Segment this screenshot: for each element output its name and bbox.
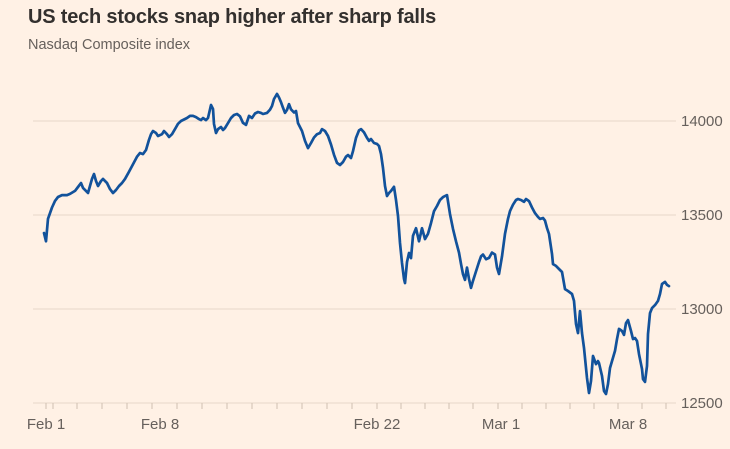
y-axis-tick-label: 14000 xyxy=(681,112,723,130)
y-axis-tick-label: 13500 xyxy=(681,206,723,224)
y-axis-tick-label: 12500 xyxy=(681,394,723,412)
x-axis-tick-label: Feb 8 xyxy=(140,416,180,433)
chart-title: US tech stocks snap higher after sharp f… xyxy=(28,6,436,28)
x-axis-tick-label: Feb 22 xyxy=(353,416,401,433)
nasdaq-series-line xyxy=(42,92,671,396)
y-axis-tick-label: 13000 xyxy=(681,300,723,318)
x-axis-tick-label: Feb 1 xyxy=(26,416,66,433)
chart-subtitle: Nasdaq Composite index xyxy=(28,37,191,53)
x-axis-tick-label: Mar 1 xyxy=(481,416,521,433)
x-axis-tick-label: Mar 8 xyxy=(608,416,648,433)
